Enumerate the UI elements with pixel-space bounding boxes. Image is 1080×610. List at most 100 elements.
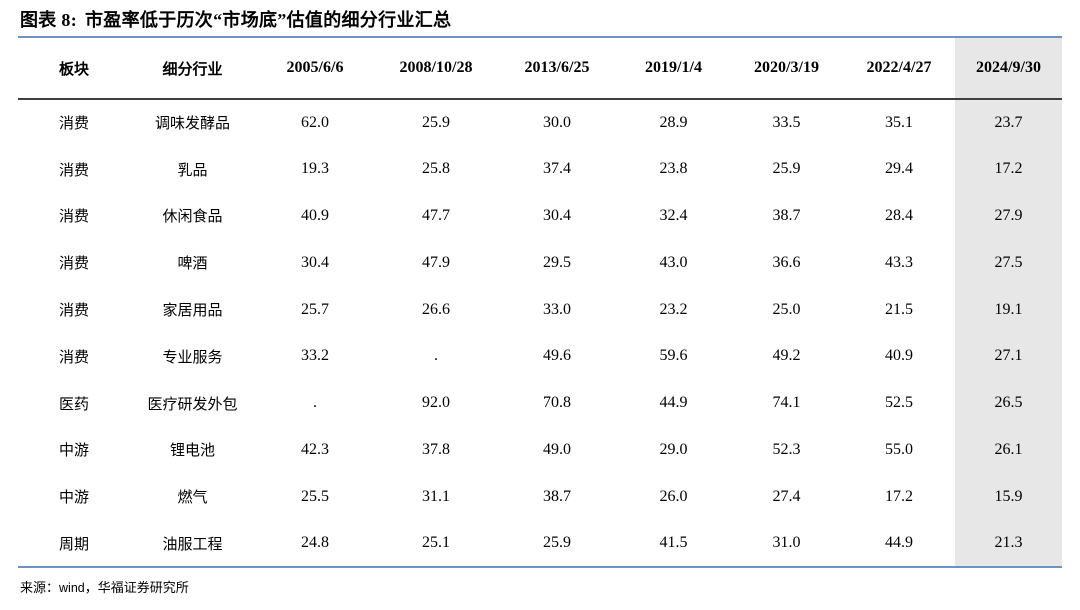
column-header-3: 2005/6/6 bbox=[286, 59, 344, 76]
value-cell: 33.2 bbox=[301, 347, 329, 365]
value-cell: 40.9 bbox=[885, 347, 913, 365]
sector-cell: 消费 bbox=[58, 162, 89, 179]
header-row: 板块 细分行业 2005/6/6 2008/10/28 2013/6/25 2019/1/… bbox=[18, 37, 1062, 99]
value-cell: 31.1 bbox=[422, 487, 450, 505]
value-cell: 70.8 bbox=[543, 394, 571, 412]
value-cell: 42.3 bbox=[301, 440, 329, 458]
table-row: 消费 乳品 19.3 25.8 37.4 23.8 25.9 29.4 17.2 bbox=[18, 145, 1062, 193]
value-cell: 49.2 bbox=[772, 347, 801, 365]
value-cell: 30.4 bbox=[301, 253, 329, 271]
column-header-5: 2013/6/25 bbox=[524, 59, 590, 76]
value-cell: 30.0 bbox=[543, 113, 571, 131]
value-cell: 27.1 bbox=[955, 332, 1062, 380]
figure-title-text: 市盈率低于历次“市场底”估值的细分行业汇总 bbox=[85, 10, 452, 30]
value-cell: 38.7 bbox=[772, 206, 801, 224]
sector-cell: 消费 bbox=[58, 349, 89, 366]
subindustry-cell: 调味发酵品 bbox=[154, 116, 230, 133]
column-header-9: 2024/9/30 bbox=[955, 37, 1062, 99]
table-row: 消费 专业服务 33.2. 49.6 59.6 49.2 40.9 27.1 bbox=[18, 332, 1062, 380]
column-header-7: 2020/3/19 bbox=[754, 59, 819, 76]
valuation-table: 板块 细分行业 2005/6/6 2008/10/28 2013/6/25 2019/1/… bbox=[18, 36, 1062, 568]
value-cell: 24.8 bbox=[301, 534, 329, 552]
value-cell: 21.3 bbox=[955, 520, 1062, 567]
sector-cell: 消费 bbox=[58, 303, 89, 320]
value-cell: 41.5 bbox=[659, 534, 688, 552]
value-cell: 27.5 bbox=[955, 239, 1062, 287]
sector-cell: 周期 bbox=[58, 536, 89, 553]
value-cell: 55.0 bbox=[885, 440, 913, 458]
source-note: 来源：wind，华福证券研究所 bbox=[20, 577, 189, 596]
value-cell: 17.2 bbox=[955, 145, 1062, 193]
value-cell: 28.9 bbox=[659, 113, 688, 131]
figure-title: 图表 8: 市盈率低于历次“市场底”估值的细分行业汇总 bbox=[20, 6, 451, 32]
value-cell: 25.8 bbox=[422, 160, 450, 178]
value-cell: 28.4 bbox=[885, 206, 913, 224]
table-body: 消费 调味发酵品 62.0 25.9 30.0 28.9 33.5 35.1 23.7 消费 乳品 1… bbox=[18, 99, 1062, 567]
value-cell: 47.7 bbox=[422, 206, 450, 224]
value-cell: . bbox=[313, 394, 317, 412]
subindustry-cell: 啤酒 bbox=[177, 256, 208, 273]
subindustry-cell: 家居用品 bbox=[162, 303, 223, 320]
value-cell: 27.9 bbox=[955, 192, 1062, 240]
source-rest: ，华福证券研究所 bbox=[84, 580, 189, 595]
figure-number: 图表 8: bbox=[20, 10, 77, 30]
value-cell: . bbox=[434, 347, 438, 365]
value-cell: 49.0 bbox=[543, 440, 571, 458]
value-cell: 26.5 bbox=[955, 379, 1062, 427]
value-cell: 44.9 bbox=[659, 394, 688, 412]
value-cell: 25.9 bbox=[772, 160, 801, 178]
value-cell: 25.1 bbox=[422, 534, 450, 552]
value-cell: 52.3 bbox=[772, 440, 801, 458]
value-cell: 44.9 bbox=[885, 534, 913, 552]
value-cell: 38.7 bbox=[543, 487, 571, 505]
value-cell: 26.6 bbox=[422, 300, 450, 318]
table-row: 中游 锂电池 42.3 37.8 49.0 29.0 52.3 55.0 26.1 bbox=[18, 426, 1062, 474]
value-cell: 19.3 bbox=[301, 160, 329, 178]
value-cell: 25.0 bbox=[772, 300, 801, 318]
value-cell: 17.2 bbox=[885, 487, 913, 505]
value-cell: 29.4 bbox=[885, 160, 913, 178]
value-cell: 37.8 bbox=[422, 440, 450, 458]
table-row: 周期 油服工程 24.8 25.1 25.9 41.5 31.0 44.9 21.3 bbox=[18, 520, 1062, 567]
source-label: 来源： bbox=[20, 580, 60, 595]
subindustry-cell: 专业服务 bbox=[162, 349, 223, 366]
value-cell: 33.0 bbox=[543, 300, 571, 318]
value-cell: 25.5 bbox=[301, 487, 329, 505]
table-row: 消费 休闲食品 40.9 47.7 30.4 32.4 38.7 28.4 27.9 bbox=[18, 192, 1062, 240]
value-cell: 26.0 bbox=[659, 487, 688, 505]
value-cell: 32.4 bbox=[659, 206, 688, 224]
value-cell: 31.0 bbox=[772, 534, 801, 552]
subindustry-cell: 锂电池 bbox=[169, 443, 215, 460]
value-cell: 59.6 bbox=[659, 347, 688, 365]
table-header: 板块 细分行业 2005/6/6 2008/10/28 2013/6/25 2019/1/… bbox=[18, 37, 1062, 99]
column-header-6: 2019/1/4 bbox=[645, 59, 702, 76]
table-row: 消费 啤酒 30.4 47.9 29.5 43.0 36.6 43.3 27.5 bbox=[18, 239, 1062, 287]
column-header-2: 细分行业 bbox=[162, 61, 223, 78]
table-row: 消费 调味发酵品 62.0 25.9 30.0 28.9 33.5 35.1 23.7 bbox=[18, 99, 1062, 146]
value-cell: 62.0 bbox=[301, 113, 329, 131]
sector-cell: 中游 bbox=[58, 443, 89, 460]
value-cell: 25.9 bbox=[422, 113, 450, 131]
value-cell: 26.1 bbox=[955, 426, 1062, 474]
column-header-8: 2022/4/27 bbox=[866, 59, 932, 76]
value-cell: 15.9 bbox=[955, 473, 1062, 521]
sector-cell: 医药 bbox=[58, 396, 89, 413]
value-cell: 37.4 bbox=[543, 160, 571, 178]
value-cell: 29.0 bbox=[659, 440, 688, 458]
sector-cell: 消费 bbox=[58, 209, 89, 226]
subindustry-cell: 燃气 bbox=[177, 490, 208, 507]
value-cell: 27.4 bbox=[772, 487, 801, 505]
value-cell: 43.0 bbox=[659, 253, 688, 271]
value-cell: 47.9 bbox=[422, 253, 450, 271]
subindustry-cell: 医疗研发外包 bbox=[147, 396, 238, 413]
value-cell: 19.1 bbox=[955, 286, 1062, 333]
table-row: 医药 医疗研发外包. 92.0 70.8 44.9 74.1 52.5 26.5 bbox=[18, 379, 1062, 427]
value-cell: 33.5 bbox=[772, 113, 801, 131]
source-wind: wind bbox=[59, 581, 85, 595]
value-cell: 30.4 bbox=[543, 206, 571, 224]
value-cell: 35.1 bbox=[885, 113, 913, 131]
value-cell: 21.5 bbox=[885, 300, 913, 318]
value-cell: 49.6 bbox=[543, 347, 571, 365]
value-cell: 23.8 bbox=[659, 160, 688, 178]
